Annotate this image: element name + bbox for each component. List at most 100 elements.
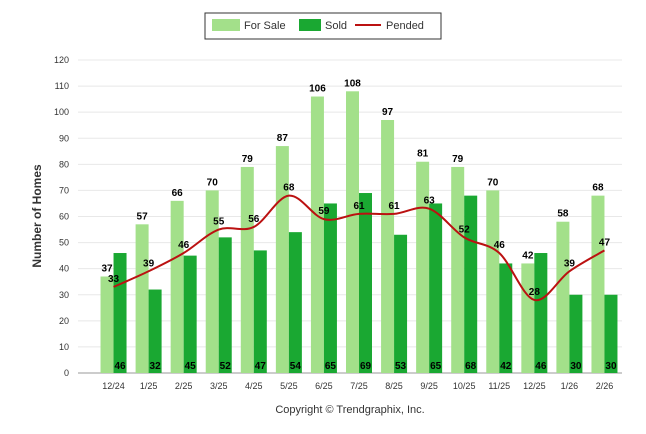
data-label-for-sale: 97 bbox=[382, 107, 394, 118]
data-label-sold: 47 bbox=[255, 361, 267, 372]
data-label-for-sale: 106 bbox=[309, 84, 326, 95]
x-tick-label: 4/25 bbox=[245, 381, 263, 391]
bar-sold[interactable] bbox=[429, 203, 443, 373]
legend-swatch-for-sale bbox=[212, 19, 240, 31]
data-label-pended: 46 bbox=[494, 240, 506, 251]
data-label-for-sale: 57 bbox=[137, 211, 149, 222]
bar-sold[interactable] bbox=[359, 193, 372, 373]
data-label-pended: 39 bbox=[564, 258, 576, 269]
data-labels: 37 46 57 32 66 45 70 52 79 47 87 54 106 65 108 69 97 53 81… bbox=[101, 78, 616, 372]
bar-sold[interactable] bbox=[148, 289, 162, 373]
data-label-for-sale: 79 bbox=[452, 154, 464, 165]
bar-for-sale[interactable] bbox=[416, 161, 430, 373]
pended-line[interactable] bbox=[113, 194, 605, 301]
bar-sold[interactable] bbox=[534, 253, 548, 373]
data-label-pended: 56 bbox=[248, 214, 260, 225]
data-label-sold: 52 bbox=[220, 361, 232, 372]
bar-sold[interactable] bbox=[499, 263, 513, 373]
y-tick-label: 120 bbox=[54, 55, 69, 65]
data-label-sold: 30 bbox=[605, 361, 617, 372]
data-label-sold: 54 bbox=[290, 361, 302, 372]
y-tick-label: 110 bbox=[55, 81, 69, 91]
copyright-footer: Copyright © Trendgraphix, Inc. bbox=[275, 404, 424, 416]
bar-for-sale[interactable] bbox=[240, 166, 254, 373]
data-label-pended: 68 bbox=[283, 183, 295, 194]
data-label-pended: 52 bbox=[459, 224, 471, 235]
x-tick-label: 2/25 bbox=[175, 381, 193, 391]
y-tick-label: 20 bbox=[59, 316, 69, 326]
bar-for-sale[interactable] bbox=[275, 146, 289, 373]
x-tick-label: 1/25 bbox=[140, 381, 158, 391]
data-label-sold: 65 bbox=[325, 361, 337, 372]
data-label-sold: 30 bbox=[570, 361, 582, 372]
data-label-pended: 46 bbox=[178, 240, 190, 251]
data-label-for-sale: 87 bbox=[277, 133, 289, 144]
bar-sold[interactable] bbox=[604, 294, 618, 373]
legend-label-pended[interactable]: Pended bbox=[386, 20, 424, 32]
y-tick-label: 0 bbox=[64, 368, 69, 378]
y-tick-label: 80 bbox=[59, 159, 69, 169]
data-label-for-sale: 66 bbox=[172, 188, 184, 199]
data-label-for-sale: 79 bbox=[242, 154, 254, 165]
pended-line-group bbox=[113, 194, 605, 301]
data-label-pended: 39 bbox=[143, 258, 155, 269]
bar-for-sale[interactable] bbox=[310, 96, 324, 374]
legend-swatch-sold bbox=[299, 19, 321, 31]
bar-for-sale[interactable] bbox=[591, 195, 605, 373]
data-label-sold: 46 bbox=[535, 361, 547, 372]
y-tick-label: 10 bbox=[59, 342, 69, 352]
data-label-sold: 46 bbox=[114, 361, 126, 372]
x-tick-label: 1/26 bbox=[561, 381, 579, 391]
data-label-sold: 69 bbox=[360, 361, 372, 372]
y-tick-label: 50 bbox=[59, 238, 69, 248]
data-label-for-sale: 58 bbox=[557, 209, 569, 220]
data-label-pended: 59 bbox=[318, 206, 330, 217]
bar-for-sale[interactable] bbox=[521, 263, 535, 373]
x-tick-label: 9/25 bbox=[420, 381, 438, 391]
x-tick-label: 10/25 bbox=[453, 381, 476, 391]
legend-label-for-sale[interactable]: For Sale bbox=[244, 20, 286, 32]
data-label-pended: 55 bbox=[213, 217, 225, 228]
data-label-sold: 45 bbox=[185, 361, 197, 372]
data-label-sold: 42 bbox=[500, 361, 512, 372]
bar-sold[interactable] bbox=[253, 250, 267, 373]
y-tick-label: 40 bbox=[59, 264, 69, 274]
data-label-for-sale: 81 bbox=[417, 149, 429, 160]
y-axis-ticks: 0 10 20 30 40 50 60 70 80 90 100 110 120 bbox=[54, 55, 69, 378]
bar-sold[interactable] bbox=[183, 255, 197, 373]
bar-sold[interactable] bbox=[464, 195, 478, 373]
bar-for-sale[interactable] bbox=[205, 190, 219, 373]
x-tick-label: 3/25 bbox=[210, 381, 228, 391]
bar-for-sale[interactable] bbox=[451, 166, 465, 373]
x-tick-label: 6/25 bbox=[315, 381, 333, 391]
bar-for-sale[interactable] bbox=[135, 224, 149, 373]
legend-label-sold[interactable]: Sold bbox=[325, 20, 347, 32]
x-tick-label: 11/25 bbox=[488, 381, 510, 391]
bar-sold[interactable] bbox=[569, 294, 583, 373]
bar-for-sale[interactable] bbox=[346, 91, 359, 374]
data-label-sold: 32 bbox=[150, 361, 162, 372]
data-label-sold: 68 bbox=[465, 361, 477, 372]
data-label-pended: 61 bbox=[353, 201, 365, 212]
bar-for-sale[interactable] bbox=[556, 221, 570, 373]
y-tick-label: 70 bbox=[59, 185, 69, 195]
data-label-for-sale: 108 bbox=[344, 78, 361, 89]
x-axis-ticks: 12/24 1/25 2/25 3/25 4/25 5/25 6/25 7/25 8/25 9/2… bbox=[102, 381, 613, 391]
data-label-for-sale: 42 bbox=[522, 250, 534, 261]
bar-for-sale[interactable] bbox=[170, 200, 184, 373]
x-tick-label: 12/24 bbox=[102, 381, 125, 391]
data-label-sold: 65 bbox=[430, 361, 442, 372]
legend-box bbox=[204, 12, 442, 40]
bar-for-sale[interactable] bbox=[100, 276, 114, 373]
data-label-for-sale: 70 bbox=[207, 177, 219, 188]
data-label-for-sale: 68 bbox=[592, 183, 604, 194]
bar-for-sale[interactable] bbox=[381, 119, 395, 373]
data-label-pended: 61 bbox=[389, 201, 401, 212]
bar-sold[interactable] bbox=[288, 232, 302, 373]
bar-sold[interactable] bbox=[218, 237, 232, 373]
x-tick-label: 8/25 bbox=[385, 381, 403, 391]
bar-sold[interactable] bbox=[113, 253, 127, 373]
bar-sold[interactable] bbox=[323, 203, 337, 373]
bar-sold[interactable] bbox=[394, 234, 408, 373]
bar-for-sale[interactable] bbox=[486, 190, 500, 373]
